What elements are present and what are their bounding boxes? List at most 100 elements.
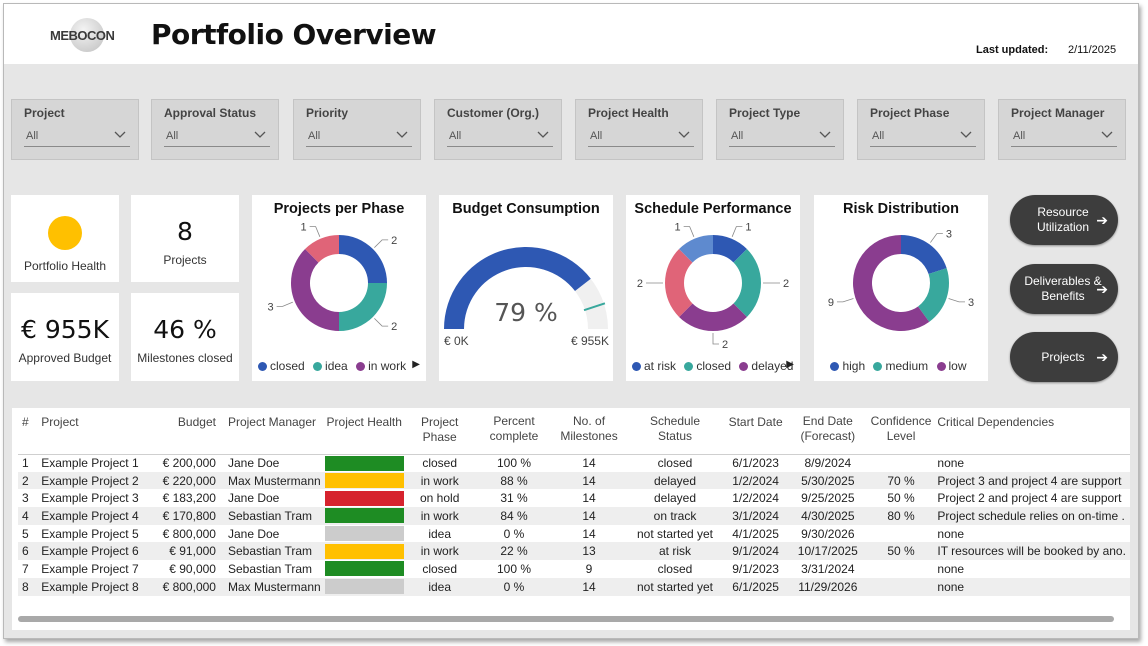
health-status-swatch: [324, 473, 404, 489]
legend-item-in-work[interactable]: in work: [356, 359, 406, 373]
legend-next-arrow-icon[interactable]: ▶: [412, 359, 420, 370]
donut-slice-not-started-yet[interactable]: [679, 235, 713, 263]
slicer-priority[interactable]: Priority All: [293, 99, 421, 160]
gauge-fill[interactable]: [444, 247, 591, 329]
deliverables-benefits-button[interactable]: Deliverables & Benefits ➔: [1010, 264, 1118, 314]
table-row[interactable]: 3 Example Project 3 € 183,200 Jane Doe on ho…: [18, 489, 1130, 507]
slicer-project-health[interactable]: Project Health All: [575, 99, 703, 160]
column-header[interactable]: End Date (Forecast): [800, 414, 856, 443]
chevron-down-icon[interactable]: [960, 127, 972, 143]
column-header[interactable]: Start Date: [728, 415, 783, 429]
slicer-value: All: [166, 130, 179, 142]
chevron-down-icon[interactable]: [1101, 127, 1113, 143]
chevron-down-icon[interactable]: [819, 127, 831, 143]
table-cell: in work: [403, 471, 476, 490]
donut-chart[interactable]: 2 2 3 1: [252, 223, 426, 353]
donut-chart[interactable]: 1 2 2 2 1: [626, 223, 800, 353]
table-cell: 3/31/2024: [801, 561, 855, 576]
resource-utilization-button[interactable]: Resource Utilization ➔: [1010, 195, 1118, 245]
chevron-down-icon[interactable]: [396, 127, 408, 143]
slicer-project-manager[interactable]: Project Manager All: [998, 99, 1126, 160]
donut-slice-closed[interactable]: [339, 235, 387, 283]
legend-item-medium[interactable]: medium: [873, 359, 928, 373]
column-header[interactable]: Confidence Level: [870, 414, 932, 443]
table-row[interactable]: 6 Example Project 6 € 91,000 Sebastian Tram…: [18, 542, 1130, 561]
donut-slice-idea[interactable]: [339, 283, 387, 331]
table-cell: € 170,800: [142, 507, 220, 525]
slicer-label: Priority: [306, 106, 349, 120]
column-header[interactable]: Schedule Status: [649, 414, 701, 443]
donut-slice-medium[interactable]: [918, 268, 949, 322]
column-header[interactable]: Critical Dependencies: [937, 415, 1055, 429]
slicer-dropdown[interactable]: All: [870, 127, 976, 147]
table-cell: IT resources will be booked by ano.: [933, 542, 1130, 561]
button-label: Resource Utilization: [1036, 205, 1090, 234]
data-label-leader: [374, 239, 389, 248]
slicer-dropdown[interactable]: All: [24, 127, 130, 147]
table-row[interactable]: 5 Example Project 5 € 800,000 Jane Doe idea 0…: [18, 525, 1130, 543]
legend-item-idea[interactable]: idea: [313, 359, 348, 373]
slicer-dropdown[interactable]: All: [306, 127, 412, 147]
table-cell: Example Project 2: [37, 471, 143, 490]
legend-item-at-risk[interactable]: at risk: [632, 359, 676, 373]
table-row[interactable]: 2 Example Project 2 € 220,000 Max Musterman…: [18, 471, 1130, 490]
logo-circle: [70, 18, 104, 52]
table-row[interactable]: 1 Example Project 1 € 200,000 Jane Doe close…: [18, 454, 1130, 472]
budget-consumption-chart[interactable]: Budget Consumption 79 % € 0K € 955K: [439, 195, 613, 381]
column-header[interactable]: Project Manager: [227, 415, 317, 429]
chevron-down-icon[interactable]: [114, 127, 126, 143]
slicer-dropdown[interactable]: All: [447, 127, 553, 147]
column-header[interactable]: Project: [41, 415, 79, 429]
table-row[interactable]: 8 Example Project 8 € 800,000 Max Musterman…: [18, 577, 1130, 596]
donut-slice-in-work[interactable]: [291, 249, 339, 331]
slicer-project-type[interactable]: Project Type All: [716, 99, 844, 160]
slicer-project[interactable]: Project All: [11, 99, 139, 160]
slicer-dropdown[interactable]: All: [588, 127, 694, 147]
schedule-performance-chart[interactable]: Schedule Performance 1 2 2 2 1 at risk close…: [626, 195, 800, 381]
donut-slice-at-risk[interactable]: [665, 249, 693, 317]
slicer-approval-status[interactable]: Approval Status All: [151, 99, 279, 160]
column-header[interactable]: No. of Milestones: [560, 414, 618, 443]
slicer-label: Customer (Org.): [447, 106, 540, 120]
legend-item-delayed[interactable]: delayed: [739, 359, 793, 373]
slicer-project-phase[interactable]: Project Phase All: [857, 99, 985, 160]
column-header[interactable]: #: [22, 415, 29, 429]
donut-slice-high[interactable]: [901, 235, 947, 275]
chevron-down-icon[interactable]: [537, 127, 549, 143]
projects-count-card: 8 Projects: [131, 195, 239, 282]
health-status-swatch: [324, 561, 404, 577]
slicer-dropdown[interactable]: All: [1011, 127, 1117, 147]
table-cell: at risk: [625, 542, 725, 561]
donut-slice-delayed[interactable]: [679, 303, 747, 331]
slicer-dropdown[interactable]: All: [164, 127, 270, 147]
table-cell: 10/17/2025: [786, 542, 869, 561]
legend-item-closed[interactable]: closed: [258, 359, 305, 373]
legend-item-high[interactable]: high: [830, 359, 865, 373]
legend-label: idea: [325, 359, 348, 373]
donut-slice-on-hold[interactable]: [305, 235, 339, 263]
donut-slice-closed[interactable]: [733, 249, 761, 317]
column-header[interactable]: Project Health: [326, 415, 402, 429]
risk-distribution-chart[interactable]: Risk Distribution 3 3 9 high medium low: [814, 195, 988, 381]
column-header[interactable]: Project Phase: [421, 415, 459, 444]
slicer-customer[interactable]: Customer (Org.) All: [434, 99, 562, 160]
donut-chart[interactable]: 3 3 9: [814, 223, 988, 353]
projects-per-phase-chart[interactable]: Projects per Phase 2 2 3 1 closed idea in w…: [252, 195, 426, 381]
slicer-dropdown[interactable]: All: [729, 127, 835, 147]
table-row[interactable]: 7 Example Project 7 € 90,000 Sebastian Tram…: [18, 560, 1130, 578]
legend-dot: [313, 362, 323, 371]
donut-slice-on-track[interactable]: [713, 235, 747, 263]
donut-slice-low[interactable]: [853, 235, 930, 331]
table-cell: 80 %: [868, 507, 934, 525]
chevron-down-icon[interactable]: [678, 127, 690, 143]
legend-item-closed[interactable]: closed: [684, 359, 731, 373]
chevron-down-icon[interactable]: [254, 127, 266, 143]
projects-button[interactable]: Projects ➔: [1010, 332, 1118, 382]
column-header[interactable]: Percent complete: [489, 414, 539, 443]
legend-next-arrow-icon[interactable]: ▶: [786, 359, 794, 370]
horizontal-scrollbar[interactable]: [18, 616, 1114, 622]
legend-item-low[interactable]: low: [936, 359, 967, 373]
gauge-chart[interactable]: [439, 225, 613, 345]
table-row[interactable]: 4 Example Project 4 € 170,800 Sebastian Tra…: [18, 507, 1130, 525]
column-header[interactable]: Budget: [177, 415, 216, 429]
